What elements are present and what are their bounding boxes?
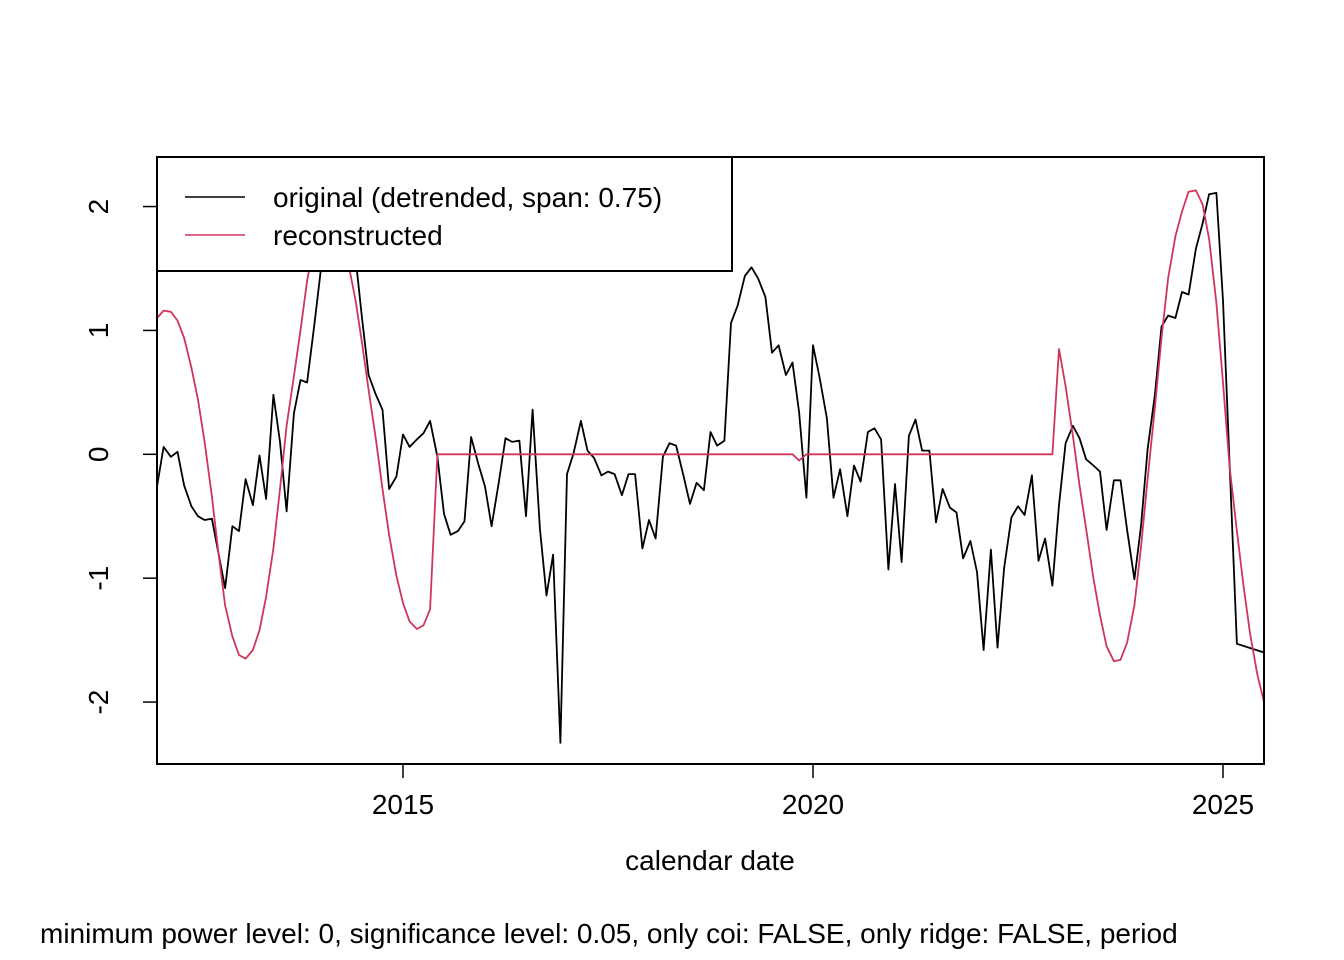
x-tick-label: 2015 <box>372 789 434 820</box>
series-line-original <box>157 191 1264 744</box>
legend-box <box>156 156 733 272</box>
x-axis-label: calendar date <box>625 845 795 876</box>
series-layer <box>157 189 1264 744</box>
y-tick-label: -1 <box>83 566 114 591</box>
x-tick-label: 2020 <box>782 789 844 820</box>
y-tick-label: -2 <box>83 690 114 715</box>
y-axis: -2 -1 0 1 2 <box>83 199 158 715</box>
x-tick-label: 2025 <box>1192 789 1254 820</box>
y-tick-label: 0 <box>83 447 114 463</box>
legend: original (detrended, span: 0.75) reconst… <box>156 156 733 272</box>
x-axis: 2015 2020 2025 <box>372 763 1254 820</box>
legend-label-original: original (detrended, span: 0.75) <box>273 182 662 213</box>
footnote: minimum power level: 0, significance lev… <box>40 918 1178 949</box>
series-line-reconstructed <box>157 189 1264 703</box>
y-tick-label: 2 <box>83 199 114 215</box>
legend-label-reconstructed: reconstructed <box>273 220 443 251</box>
y-tick-label: 1 <box>83 323 114 339</box>
